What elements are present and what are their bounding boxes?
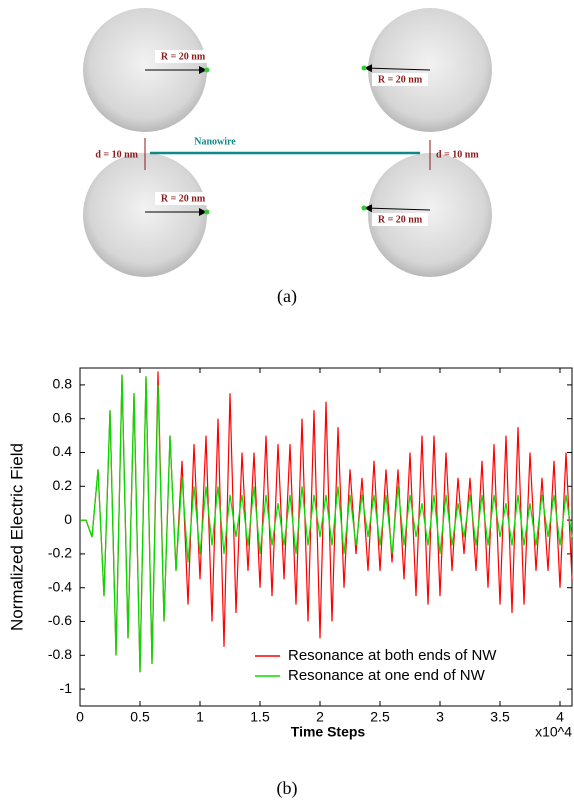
series-line bbox=[80, 374, 573, 673]
wire-label: Nanowire bbox=[194, 136, 236, 147]
chart: (b) Normalized Electric Field Time Steps… bbox=[7, 443, 572, 799]
x-multiplier: x10^4 bbox=[535, 724, 572, 740]
radius-label: R = 20 nm bbox=[378, 214, 423, 225]
label-bg bbox=[155, 192, 211, 205]
legend-label: Resonance at one end of NW bbox=[288, 667, 486, 684]
radius-arrow bbox=[364, 204, 431, 213]
y-tick-label: 0.6 bbox=[53, 409, 73, 425]
x-tick-label: 0.5 bbox=[130, 709, 150, 725]
y-tick-label: 0.4 bbox=[53, 443, 73, 459]
y-tick-label: -0.8 bbox=[48, 646, 72, 662]
y-axis-label: Normalized Electric Field bbox=[7, 443, 26, 631]
sphere bbox=[368, 153, 492, 277]
gap-label: d = 10 nm bbox=[436, 149, 479, 160]
y-tick-label: 0.8 bbox=[53, 376, 73, 392]
x-tick-label: 0 bbox=[76, 709, 84, 725]
label-bg bbox=[155, 50, 211, 63]
y-tick-label: -0.2 bbox=[48, 545, 72, 561]
y-tick-label: 0 bbox=[64, 511, 72, 527]
y-tick-label: -1 bbox=[60, 680, 73, 696]
radius-label: R = 20 nm bbox=[161, 51, 206, 62]
dot bbox=[204, 209, 210, 215]
x-tick-label: 3 bbox=[436, 709, 444, 725]
dot bbox=[361, 65, 367, 71]
x-axis-label: Time Steps bbox=[291, 724, 366, 740]
radius-arrow bbox=[364, 64, 431, 73]
x-tick-label: 2.5 bbox=[370, 709, 390, 725]
y-tick-label: -0.6 bbox=[48, 612, 72, 628]
gap-label: d = 10 nm bbox=[95, 149, 138, 160]
radius-label: R = 20 nm bbox=[378, 74, 423, 85]
x-tick-label: 4 bbox=[556, 709, 564, 725]
caption: (b) bbox=[277, 778, 298, 799]
label-bg bbox=[372, 213, 428, 226]
x-tick-label: 3.5 bbox=[490, 709, 510, 725]
y-tick-label: -0.4 bbox=[48, 578, 72, 594]
radius-label: R = 20 nm bbox=[161, 193, 206, 204]
sphere bbox=[83, 153, 207, 277]
caption: (a) bbox=[277, 286, 297, 307]
y-tick-label: 0.2 bbox=[53, 477, 73, 493]
x-tick-label: 1.5 bbox=[250, 709, 270, 725]
diagram: R = 20 nm R = 20 nm R = 20 nm R = 20 nm … bbox=[83, 8, 492, 307]
dot bbox=[204, 67, 210, 73]
label-bg bbox=[372, 73, 428, 86]
dot bbox=[361, 205, 367, 211]
x-tick-label: 2 bbox=[316, 709, 324, 725]
x-tick-label: 1 bbox=[196, 709, 204, 725]
legend-label: Resonance at both ends of NW bbox=[288, 647, 497, 664]
